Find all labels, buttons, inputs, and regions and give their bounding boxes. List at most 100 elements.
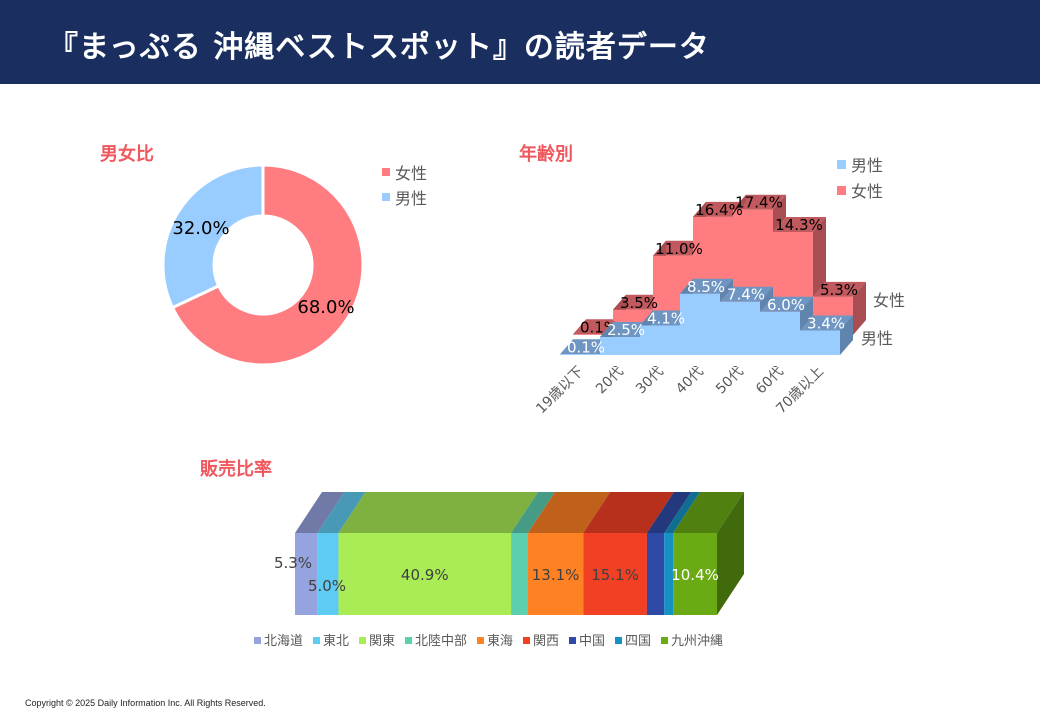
legend-swatch bbox=[313, 637, 320, 644]
legend-swatch bbox=[405, 637, 412, 644]
male-top-face-6 bbox=[800, 315, 853, 331]
page-title: 『まっぷる 沖縄ベストスポット』の読者データ bbox=[48, 30, 710, 65]
bar-top-face-6 bbox=[646, 492, 692, 533]
bar-top-face-5 bbox=[583, 492, 674, 533]
legend-label: 関東 bbox=[369, 633, 395, 649]
female-top-face-5 bbox=[773, 217, 826, 233]
legend-swatch bbox=[837, 186, 846, 195]
legend-label: 九州沖縄 bbox=[671, 634, 723, 649]
legend-swatch bbox=[615, 637, 622, 644]
bar-top-face-8 bbox=[673, 492, 744, 533]
bar-value-label: 5.0% bbox=[308, 577, 346, 595]
female-value-label: 14.3% bbox=[775, 216, 823, 234]
male-top-face-5 bbox=[760, 296, 813, 312]
donut-label-male: 32.0% bbox=[172, 218, 229, 239]
legend-label: 中国 bbox=[579, 634, 605, 649]
bar-value-label: 15.1% bbox=[591, 566, 639, 584]
legend-swatch bbox=[661, 637, 668, 644]
sales-chart-title: 販売比率 bbox=[200, 459, 272, 480]
legend-label: 男性 bbox=[395, 189, 427, 208]
legend-swatch bbox=[359, 637, 366, 644]
legend-label: 女性 bbox=[395, 164, 427, 183]
bar-segment-2 bbox=[338, 533, 512, 615]
copyright-text: Copyright © 2025 Daily Information Inc. … bbox=[25, 698, 266, 708]
depth-axis-label: 女性 bbox=[873, 291, 905, 310]
bar-right-side bbox=[717, 492, 744, 615]
female-value-label: 16.4% bbox=[695, 201, 743, 219]
legend-label: 四国 bbox=[625, 634, 651, 649]
male-top-face-3 bbox=[680, 278, 733, 294]
bar-top-face-2 bbox=[338, 492, 539, 533]
legend-label: 北陸中部 bbox=[415, 633, 467, 649]
bar-segment-6 bbox=[646, 533, 665, 615]
male-value-label: 8.5% bbox=[687, 278, 725, 296]
legend-swatch bbox=[382, 168, 390, 176]
bar-segment-7 bbox=[664, 533, 674, 615]
depth-axis-label: 男性 bbox=[861, 329, 893, 348]
male-front-face bbox=[560, 293, 840, 355]
bar-value-label: 40.9% bbox=[401, 566, 449, 584]
male-top-face-4 bbox=[720, 286, 773, 302]
age-chart-title: 年齢別 bbox=[519, 144, 573, 165]
header-banner: 『まっぷる 沖縄ベストスポット』の読者データ bbox=[0, 0, 1040, 84]
bar-segment-0 bbox=[295, 533, 318, 615]
male-value-label: 4.1% bbox=[647, 309, 685, 327]
female-top-face-2 bbox=[653, 240, 706, 256]
gender-chart-title: 男女比 bbox=[100, 144, 154, 165]
donut-slice-1 bbox=[161, 163, 265, 310]
legend-swatch bbox=[523, 637, 530, 644]
male-riser-4 bbox=[720, 278, 733, 302]
female-value-label: 3.5% bbox=[620, 294, 658, 312]
bar-value-label: 5.3% bbox=[274, 554, 312, 572]
bar-top-face-3 bbox=[511, 492, 555, 533]
bar-segment-3 bbox=[511, 533, 528, 615]
donut-slice-0 bbox=[170, 163, 365, 367]
legend-swatch bbox=[569, 637, 576, 644]
female-top-face-6 bbox=[813, 281, 866, 297]
bar-value-label: 10.4% bbox=[671, 566, 719, 584]
legend-label: 東海 bbox=[487, 633, 513, 649]
bar-segment-8 bbox=[673, 533, 717, 615]
legend-swatch bbox=[837, 160, 846, 169]
bar-top-face-0 bbox=[295, 492, 345, 533]
legend-label: 女性 bbox=[851, 182, 883, 201]
bar-top-face-4 bbox=[527, 492, 611, 533]
female-riser-6 bbox=[813, 217, 826, 297]
male-top-face-1 bbox=[600, 322, 653, 337]
bar-segment-1 bbox=[317, 533, 339, 615]
female-value-label: 17.4% bbox=[735, 194, 783, 212]
bar-top-face-1 bbox=[317, 492, 366, 533]
male-top-face-2 bbox=[640, 310, 693, 326]
legend-label: 東北 bbox=[323, 633, 349, 649]
female-riser-5 bbox=[773, 194, 786, 233]
legend-label: 男性 bbox=[851, 156, 883, 175]
male-value-label: 7.4% bbox=[727, 286, 765, 304]
legend-swatch bbox=[254, 637, 261, 644]
male-value-label: 6.0% bbox=[767, 296, 805, 314]
legend-label: 関西 bbox=[533, 634, 559, 649]
male-end-side bbox=[840, 315, 853, 355]
legend-swatch bbox=[382, 193, 390, 201]
male-riser-5 bbox=[760, 286, 773, 312]
male-riser-6 bbox=[800, 296, 813, 331]
male-top-face-0 bbox=[560, 339, 613, 355]
donut-label-female: 68.0% bbox=[297, 297, 354, 318]
female-end-side bbox=[853, 281, 866, 335]
female-value-label: 5.3% bbox=[820, 281, 858, 299]
female-top-face-4 bbox=[733, 194, 786, 210]
male-value-label: 0.1% bbox=[567, 338, 605, 356]
female-top-face-1 bbox=[613, 294, 666, 310]
bar-value-label: 13.1% bbox=[532, 566, 580, 584]
bar-segment-4 bbox=[527, 533, 584, 615]
male-value-label: 2.5% bbox=[607, 321, 645, 339]
bar-top-face-7 bbox=[664, 492, 701, 533]
female-value-label: 11.0% bbox=[655, 240, 703, 258]
male-value-label: 3.4% bbox=[807, 315, 845, 333]
legend-label: 北海道 bbox=[264, 634, 303, 649]
bar-segment-5 bbox=[583, 533, 647, 615]
legend-swatch bbox=[477, 637, 484, 644]
female-top-face-3 bbox=[693, 201, 746, 217]
